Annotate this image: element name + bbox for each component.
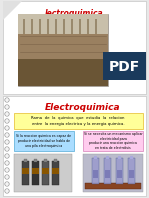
Bar [22, 168, 29, 174]
Bar [71, 19, 73, 34]
Bar [117, 170, 122, 178]
Bar [34, 159, 37, 162]
Bar [22, 161, 29, 185]
Bar [54, 159, 57, 162]
Bar [47, 19, 49, 34]
Bar [105, 170, 110, 178]
Bar [14, 113, 143, 129]
Text: Electroquimica: Electroquimica [45, 103, 121, 112]
Bar [32, 168, 39, 174]
Bar [83, 154, 143, 192]
Bar [103, 52, 146, 80]
Bar [14, 154, 72, 192]
Polygon shape [3, 1, 22, 20]
Bar [18, 14, 108, 86]
Text: PDF: PDF [108, 60, 140, 74]
Bar [3, 96, 146, 196]
Bar [18, 14, 108, 34]
Bar [129, 170, 134, 178]
Bar [55, 19, 57, 34]
Bar [32, 161, 39, 185]
Bar [79, 19, 81, 34]
Bar [93, 170, 98, 178]
Bar [14, 131, 74, 151]
Bar [92, 158, 99, 184]
Text: Si la reaccion quimica es capaz de
producir electricidad se habla de
una pila el: Si la reaccion quimica es capaz de produ… [16, 134, 72, 148]
Bar [52, 168, 59, 174]
Bar [31, 19, 33, 34]
Bar [23, 19, 25, 34]
Bar [95, 19, 97, 34]
Bar [118, 156, 121, 159]
Bar [44, 159, 47, 162]
Bar [42, 161, 49, 185]
Text: Rama  de  la  quimica  que  estudia  la  relacion
entre  la energia electrica y : Rama de la quimica que estudia la relaci… [31, 116, 125, 126]
Bar [3, 1, 146, 94]
Bar [39, 19, 41, 34]
Bar [116, 158, 123, 184]
Bar [130, 156, 133, 159]
Text: lectroquimica: lectroquimica [45, 9, 103, 18]
Bar [85, 183, 141, 189]
Bar [24, 159, 27, 162]
Bar [18, 34, 108, 59]
Bar [83, 131, 143, 151]
Bar [63, 19, 65, 34]
Bar [18, 59, 108, 86]
Bar [42, 168, 49, 174]
Bar [87, 19, 89, 34]
Bar [128, 158, 135, 184]
Text: Si se necesita un mecanismo aplicar
electricidad para
producir una reaccion quim: Si se necesita un mecanismo aplicar elec… [84, 132, 142, 150]
Bar [52, 161, 59, 185]
Bar [104, 158, 111, 184]
Bar [94, 156, 97, 159]
Bar [106, 156, 109, 159]
